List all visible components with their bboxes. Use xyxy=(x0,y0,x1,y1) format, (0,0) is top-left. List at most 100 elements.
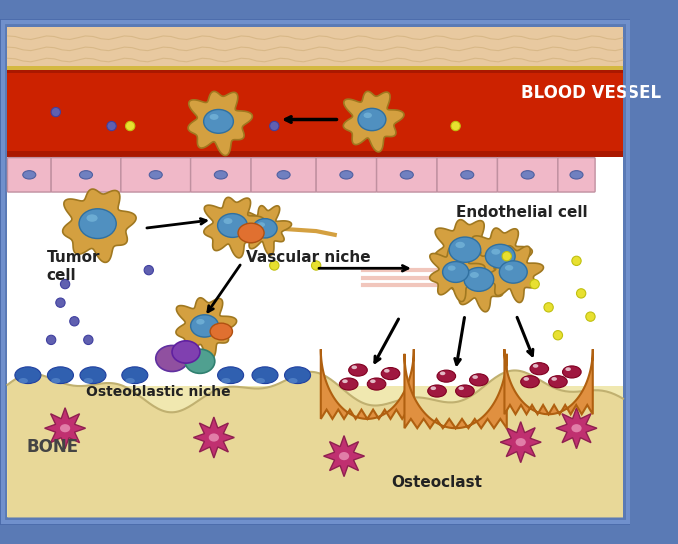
Ellipse shape xyxy=(440,372,445,375)
Polygon shape xyxy=(321,349,414,419)
Ellipse shape xyxy=(258,222,265,227)
Ellipse shape xyxy=(523,377,529,381)
Ellipse shape xyxy=(23,171,36,179)
FancyBboxPatch shape xyxy=(498,158,558,192)
Ellipse shape xyxy=(461,171,474,179)
Ellipse shape xyxy=(15,367,41,384)
Ellipse shape xyxy=(87,214,98,222)
Bar xyxy=(7,151,623,157)
Ellipse shape xyxy=(485,244,515,268)
Ellipse shape xyxy=(51,378,60,384)
Polygon shape xyxy=(343,91,404,152)
Circle shape xyxy=(502,251,511,261)
Text: BLOOD VESSEL: BLOOD VESSEL xyxy=(521,84,661,102)
Ellipse shape xyxy=(521,171,534,179)
Ellipse shape xyxy=(530,363,549,375)
Ellipse shape xyxy=(191,315,218,337)
FancyBboxPatch shape xyxy=(51,158,121,192)
Ellipse shape xyxy=(209,434,219,442)
Ellipse shape xyxy=(505,265,513,270)
Ellipse shape xyxy=(470,374,488,386)
Ellipse shape xyxy=(358,108,386,131)
Ellipse shape xyxy=(340,171,353,179)
Text: Tumor
cell: Tumor cell xyxy=(47,250,100,283)
Ellipse shape xyxy=(288,378,298,384)
Ellipse shape xyxy=(156,345,188,372)
FancyBboxPatch shape xyxy=(376,158,437,192)
Polygon shape xyxy=(504,349,593,415)
Ellipse shape xyxy=(339,452,349,460)
Ellipse shape xyxy=(60,424,71,432)
Polygon shape xyxy=(241,206,292,255)
Ellipse shape xyxy=(384,369,390,373)
Bar xyxy=(7,66,623,73)
Ellipse shape xyxy=(572,424,582,432)
Text: Vascular niche: Vascular niche xyxy=(246,250,371,265)
FancyBboxPatch shape xyxy=(191,158,251,192)
Text: Endothelial cell: Endothelial cell xyxy=(456,205,587,220)
Circle shape xyxy=(83,335,93,344)
Ellipse shape xyxy=(470,272,479,278)
Ellipse shape xyxy=(456,242,465,248)
Ellipse shape xyxy=(449,237,481,262)
Ellipse shape xyxy=(549,376,567,388)
Ellipse shape xyxy=(172,341,200,363)
Ellipse shape xyxy=(351,366,357,369)
Circle shape xyxy=(544,302,553,312)
Ellipse shape xyxy=(367,378,386,390)
Ellipse shape xyxy=(473,375,478,379)
FancyBboxPatch shape xyxy=(7,158,51,192)
Ellipse shape xyxy=(47,367,73,384)
Circle shape xyxy=(56,298,65,307)
Polygon shape xyxy=(193,417,235,458)
Polygon shape xyxy=(188,91,252,156)
Ellipse shape xyxy=(563,366,581,378)
Ellipse shape xyxy=(381,368,400,380)
Ellipse shape xyxy=(340,378,358,390)
Ellipse shape xyxy=(533,364,538,368)
Circle shape xyxy=(107,121,116,131)
Ellipse shape xyxy=(18,378,28,384)
Text: Osteoblastic niche: Osteoblastic niche xyxy=(85,386,231,399)
Circle shape xyxy=(270,121,279,131)
Polygon shape xyxy=(500,422,541,462)
Ellipse shape xyxy=(285,367,311,384)
Ellipse shape xyxy=(80,367,106,384)
Ellipse shape xyxy=(565,367,571,371)
Circle shape xyxy=(60,280,70,289)
Ellipse shape xyxy=(447,265,456,271)
Circle shape xyxy=(311,261,321,270)
Polygon shape xyxy=(45,408,85,449)
Ellipse shape xyxy=(224,218,233,224)
Polygon shape xyxy=(430,246,485,301)
Ellipse shape xyxy=(277,171,290,179)
Ellipse shape xyxy=(125,378,135,384)
Ellipse shape xyxy=(256,378,265,384)
Text: Osteoclast: Osteoclast xyxy=(391,475,483,490)
Ellipse shape xyxy=(185,349,215,373)
Bar xyxy=(7,66,623,70)
FancyBboxPatch shape xyxy=(437,158,498,192)
Ellipse shape xyxy=(122,367,148,384)
Ellipse shape xyxy=(253,219,277,238)
Circle shape xyxy=(530,280,539,289)
Polygon shape xyxy=(487,246,544,302)
Ellipse shape xyxy=(456,385,474,397)
Ellipse shape xyxy=(492,249,500,255)
Circle shape xyxy=(47,335,56,344)
Ellipse shape xyxy=(570,171,583,179)
FancyBboxPatch shape xyxy=(251,158,316,192)
Ellipse shape xyxy=(464,268,494,292)
Ellipse shape xyxy=(252,367,278,384)
Circle shape xyxy=(144,265,153,275)
Ellipse shape xyxy=(348,364,367,376)
Ellipse shape xyxy=(342,379,348,383)
Ellipse shape xyxy=(428,385,446,397)
Ellipse shape xyxy=(221,378,231,384)
Polygon shape xyxy=(323,436,365,477)
Polygon shape xyxy=(472,228,532,288)
Ellipse shape xyxy=(363,113,372,118)
Ellipse shape xyxy=(203,109,233,133)
Ellipse shape xyxy=(499,261,527,283)
Ellipse shape xyxy=(437,370,456,382)
